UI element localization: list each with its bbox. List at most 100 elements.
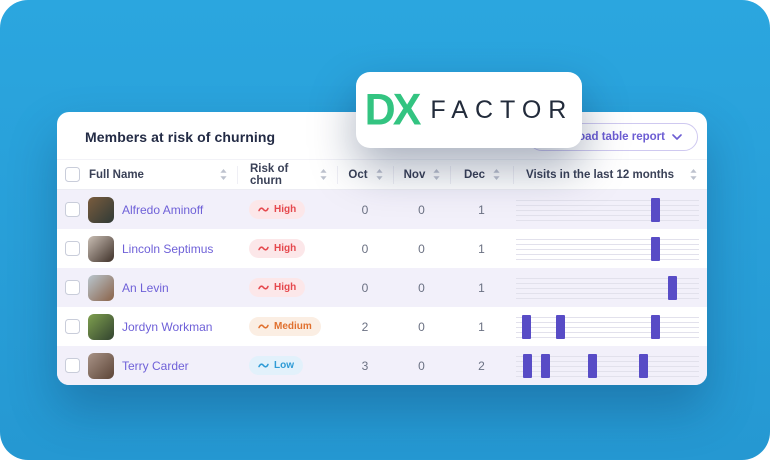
risk-badge: Low [249, 356, 303, 375]
visit-bar [556, 314, 566, 339]
oct-visits-cell: 3 [361, 358, 369, 373]
table-row: Lincoln Septimus High 0 0 1 [57, 229, 707, 268]
visit-bar [650, 314, 660, 339]
member-name-link[interactable]: Lincoln Septimus [122, 241, 214, 256]
table-row: Terry Carder Low 3 0 2 [57, 346, 707, 385]
oct-visits-cell: 2 [361, 319, 369, 334]
row-checkbox[interactable] [65, 241, 80, 256]
visits-sparkline-cell [513, 196, 707, 223]
row-checkbox[interactable] [65, 280, 80, 295]
sort-icon[interactable] [493, 169, 500, 180]
trend-wave-icon [258, 363, 269, 368]
visit-bar [521, 314, 531, 339]
sort-icon[interactable] [690, 169, 697, 180]
nov-visits-cell: 0 [418, 358, 425, 373]
column-label: Visits in the last 12 months [526, 168, 675, 181]
member-avatar [88, 196, 114, 223]
column-header-full-name[interactable]: Full Name [57, 166, 237, 184]
visit-bar [541, 353, 551, 378]
factor-logo-text: FACTOR [430, 95, 574, 124]
risk-badge-label: High [274, 243, 297, 254]
dec-visits-cell: 1 [478, 202, 485, 217]
table-header-row: Full Name Risk of churn Oct Nov Dec Visi… [57, 159, 707, 190]
risk-badge-label: Medium [274, 321, 312, 332]
row-checkbox[interactable] [65, 202, 80, 217]
visits-sparkline [516, 313, 699, 340]
nov-visits-cell: 0 [418, 280, 425, 295]
risk-of-churn-cell: High [237, 239, 337, 258]
member-name-link[interactable]: Alfredo Aminoff [122, 202, 204, 217]
member-avatar [88, 274, 114, 301]
column-label: Oct [348, 168, 368, 181]
chevron-down-icon [672, 133, 682, 140]
oct-visits-cell: 0 [361, 241, 369, 256]
member-name-link[interactable]: Terry Carder [122, 358, 189, 373]
trend-wave-icon [258, 285, 269, 290]
select-all-checkbox[interactable] [65, 167, 80, 182]
table-body: Alfredo Aminoff High 0 0 1 Lincoln Septimus Hi… [57, 190, 707, 385]
column-label: Risk of churn [250, 162, 289, 187]
member-name-link[interactable]: Jordyn Workman [122, 319, 213, 334]
full-name-cell: Alfredo Aminoff [57, 196, 237, 223]
member-name-link[interactable]: An Levin [122, 280, 169, 295]
risk-of-churn-cell: Low [237, 356, 337, 375]
risk-badge-label: High [274, 204, 297, 215]
visits-sparkline [516, 196, 699, 223]
risk-of-churn-cell: Medium [237, 317, 337, 336]
dec-visits-cell: 2 [478, 358, 485, 373]
sort-icon[interactable] [375, 169, 383, 180]
members-at-risk-card: Members at risk of churning Download tab… [57, 112, 707, 385]
oct-visits-cell: 0 [361, 202, 369, 217]
full-name-cell: Jordyn Workman [57, 313, 237, 340]
member-avatar [88, 352, 114, 379]
sort-icon[interactable] [320, 169, 327, 180]
visit-bar [668, 275, 678, 300]
column-header-risk-of-churn[interactable]: Risk of churn [237, 162, 337, 187]
table-row: An Levin High 0 0 1 [57, 268, 707, 307]
dec-visits-cell: 1 [478, 319, 485, 334]
visit-bar [651, 236, 661, 261]
full-name-cell: Terry Carder [57, 352, 237, 379]
column-header-oct[interactable]: Oct [337, 165, 393, 184]
column-label: Dec [463, 168, 486, 181]
risk-of-churn-cell: High [237, 278, 337, 297]
risk-badge-label: High [274, 282, 297, 293]
visit-bar [587, 353, 597, 378]
trend-wave-icon [258, 324, 269, 329]
page-title: Members at risk of churning [85, 128, 276, 145]
trend-wave-icon [258, 246, 269, 251]
sort-icon[interactable] [433, 169, 440, 180]
visits-sparkline [516, 274, 699, 301]
risk-badge: High [249, 200, 306, 219]
row-checkbox[interactable] [65, 358, 80, 373]
visit-bar [522, 353, 532, 378]
row-checkbox[interactable] [65, 319, 80, 334]
visits-sparkline-cell [513, 274, 707, 301]
dec-visits-cell: 1 [478, 241, 485, 256]
column-header-visits[interactable]: Visits in the last 12 months [513, 165, 707, 184]
risk-of-churn-cell: High [237, 200, 337, 219]
table-row: Jordyn Workman Medium 2 0 1 [57, 307, 707, 346]
full-name-cell: Lincoln Septimus [57, 235, 237, 262]
visits-sparkline-cell [513, 313, 707, 340]
column-header-nov[interactable]: Nov [393, 165, 450, 184]
visit-bar [650, 197, 660, 222]
column-label: Full Name [89, 168, 144, 181]
column-label: Nov [403, 168, 426, 181]
risk-badge: Medium [249, 317, 321, 336]
risk-badge: High [249, 278, 306, 297]
risk-badge: High [249, 239, 306, 258]
full-name-cell: An Levin [57, 274, 237, 301]
trend-wave-icon [258, 207, 269, 212]
visits-sparkline [516, 352, 699, 379]
sort-icon[interactable] [220, 169, 227, 180]
dec-visits-cell: 1 [478, 280, 485, 295]
visits-sparkline [516, 235, 699, 262]
nov-visits-cell: 0 [418, 202, 425, 217]
visit-bar [639, 353, 649, 378]
member-avatar [88, 235, 114, 262]
visits-sparkline-cell [513, 235, 707, 262]
column-header-dec[interactable]: Dec [450, 165, 513, 184]
visits-sparkline-cell [513, 352, 707, 379]
member-avatar [88, 313, 114, 340]
